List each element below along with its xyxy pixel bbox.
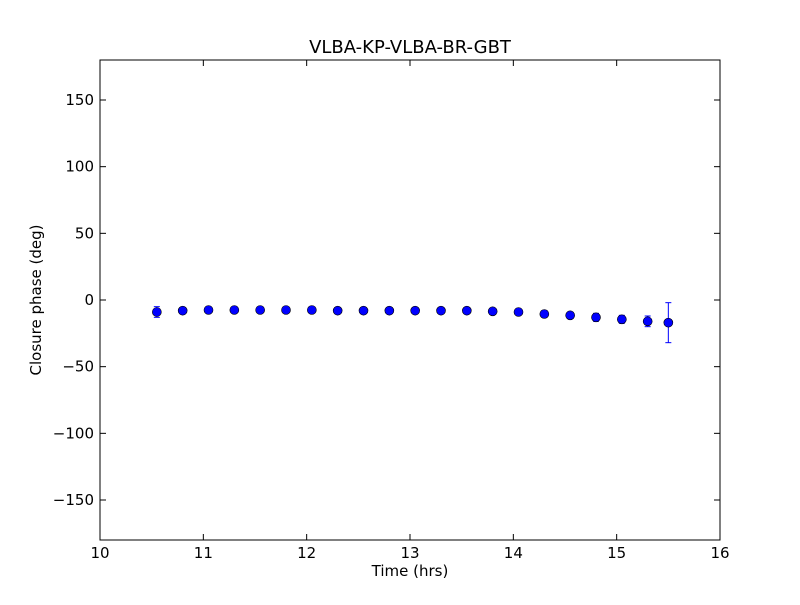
chart-title: VLBA-KP-VLBA-BR-GBT — [309, 37, 512, 58]
data-point — [358, 305, 369, 316]
y-tick-label: 0 — [84, 291, 94, 309]
data-point — [332, 305, 343, 316]
data-points — [152, 302, 674, 344]
x-tick-label: 15 — [607, 544, 626, 562]
y-tick-label: −100 — [53, 424, 94, 442]
plot-frame — [99, 59, 721, 541]
x-axis-label: Time (hrs) — [371, 562, 449, 580]
y-tick-label: −150 — [53, 491, 94, 509]
y-tick-label: 150 — [65, 91, 94, 109]
data-point — [177, 305, 188, 316]
x-tick-label: 12 — [297, 544, 316, 562]
x-tick-label: 13 — [400, 544, 419, 562]
data-point — [410, 305, 420, 316]
y-tick-label: −50 — [62, 358, 94, 376]
data-point — [281, 305, 291, 315]
data-point — [255, 305, 265, 315]
data-point — [513, 307, 524, 317]
data-point — [565, 310, 575, 321]
y-tick-label: 50 — [75, 224, 94, 242]
x-tick-label: 11 — [194, 544, 213, 562]
data-point — [384, 305, 395, 316]
x-tick-label: 10 — [90, 544, 109, 562]
y-tick-label: 100 — [65, 158, 94, 176]
data-point — [617, 314, 627, 325]
axis-ticks: 10 11 12 13 14 15 16 −150 −100 −50 0 50 100 150 — [53, 60, 730, 562]
data-point — [663, 317, 674, 328]
data-point — [462, 305, 472, 316]
data-point — [642, 316, 653, 327]
data-point — [152, 307, 162, 317]
data-point — [539, 309, 550, 319]
data-point — [591, 312, 601, 323]
data-point — [203, 305, 214, 315]
x-tick-label: 16 — [710, 544, 729, 562]
data-point — [487, 306, 498, 317]
data-point — [229, 305, 240, 315]
y-axis-label: Closure phase (deg) — [27, 225, 45, 376]
data-point — [307, 305, 317, 315]
x-tick-label: 14 — [504, 544, 523, 562]
data-point — [436, 305, 446, 316]
